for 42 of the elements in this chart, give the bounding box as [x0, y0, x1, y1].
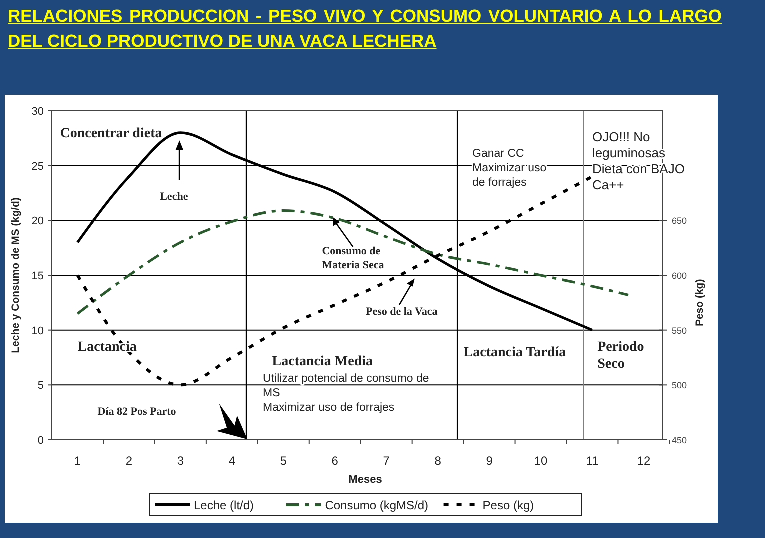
y-tick-label: 30	[32, 106, 44, 118]
y-axis-title: Leche y Consumo de MS (kg/d)	[10, 198, 22, 354]
x-tick-label: 7	[383, 454, 390, 468]
line-series	[76, 209, 630, 316]
x-tick-label: 6	[332, 454, 339, 468]
y-tick-label: 25	[32, 160, 44, 173]
y2-axis-title: Peso (kg)	[694, 279, 706, 327]
annotation: Lactancia	[78, 340, 137, 356]
annotation: Consumo de Materia Seca	[322, 246, 385, 272]
x-tick-label: 11	[586, 454, 600, 468]
annotation: Peso de la Vaca	[366, 306, 438, 318]
y-tick-label: 10	[32, 325, 44, 338]
x-tick-label: 2	[126, 454, 133, 468]
annotation: Periodo Seco	[598, 340, 644, 372]
y-tick-label: 0	[38, 435, 44, 447]
y2-tick-label: 450	[672, 436, 688, 446]
legend-label: Leche (lt/d)	[194, 498, 254, 512]
annotation: Lactancia Tardía	[464, 346, 566, 361]
legend-label: Consumo (kgMS/d)	[325, 498, 429, 512]
x-tick-label: 12	[637, 454, 651, 468]
annotation: Lactancia Media	[272, 354, 374, 370]
annotation: Leche	[160, 190, 188, 203]
annotation: Concentrar dieta	[60, 126, 162, 142]
x-tick-label: 8	[434, 454, 442, 468]
y2-tick-label: 500	[672, 380, 688, 391]
x-tick-label: 1	[74, 454, 82, 468]
x-tick-label: 10	[534, 454, 548, 468]
y-tick-label: 15	[32, 270, 44, 282]
x-tick-label: 3	[177, 454, 184, 468]
x-tick-label: 9	[486, 454, 494, 468]
legend-label: Peso (kg)	[482, 498, 534, 512]
x-tick-label: 5	[280, 454, 288, 468]
x-axis-title: Meses	[348, 474, 382, 486]
y2-tick-label: 550	[672, 326, 688, 336]
y2-tick-label: 600	[672, 271, 688, 281]
annotation: Día 82 Pos Parto	[98, 406, 177, 418]
annotation: Utilizar potencial de consumo de MS Maximizar uso de forrajes	[263, 372, 430, 414]
x-tick-label: 4	[228, 454, 236, 468]
y-tick-label: 5	[38, 380, 44, 392]
y2-tick-label: 650	[672, 216, 688, 226]
y-tick-label: 20	[32, 216, 44, 228]
chart-title: RELACIONES PRODUCCION - PESO VIVO Y CONSUMO VOLUNTARIO A LO LARGO DEL CICLO PRODUCTIVO DE UNA VACA LECHERA	[8, 5, 722, 53]
